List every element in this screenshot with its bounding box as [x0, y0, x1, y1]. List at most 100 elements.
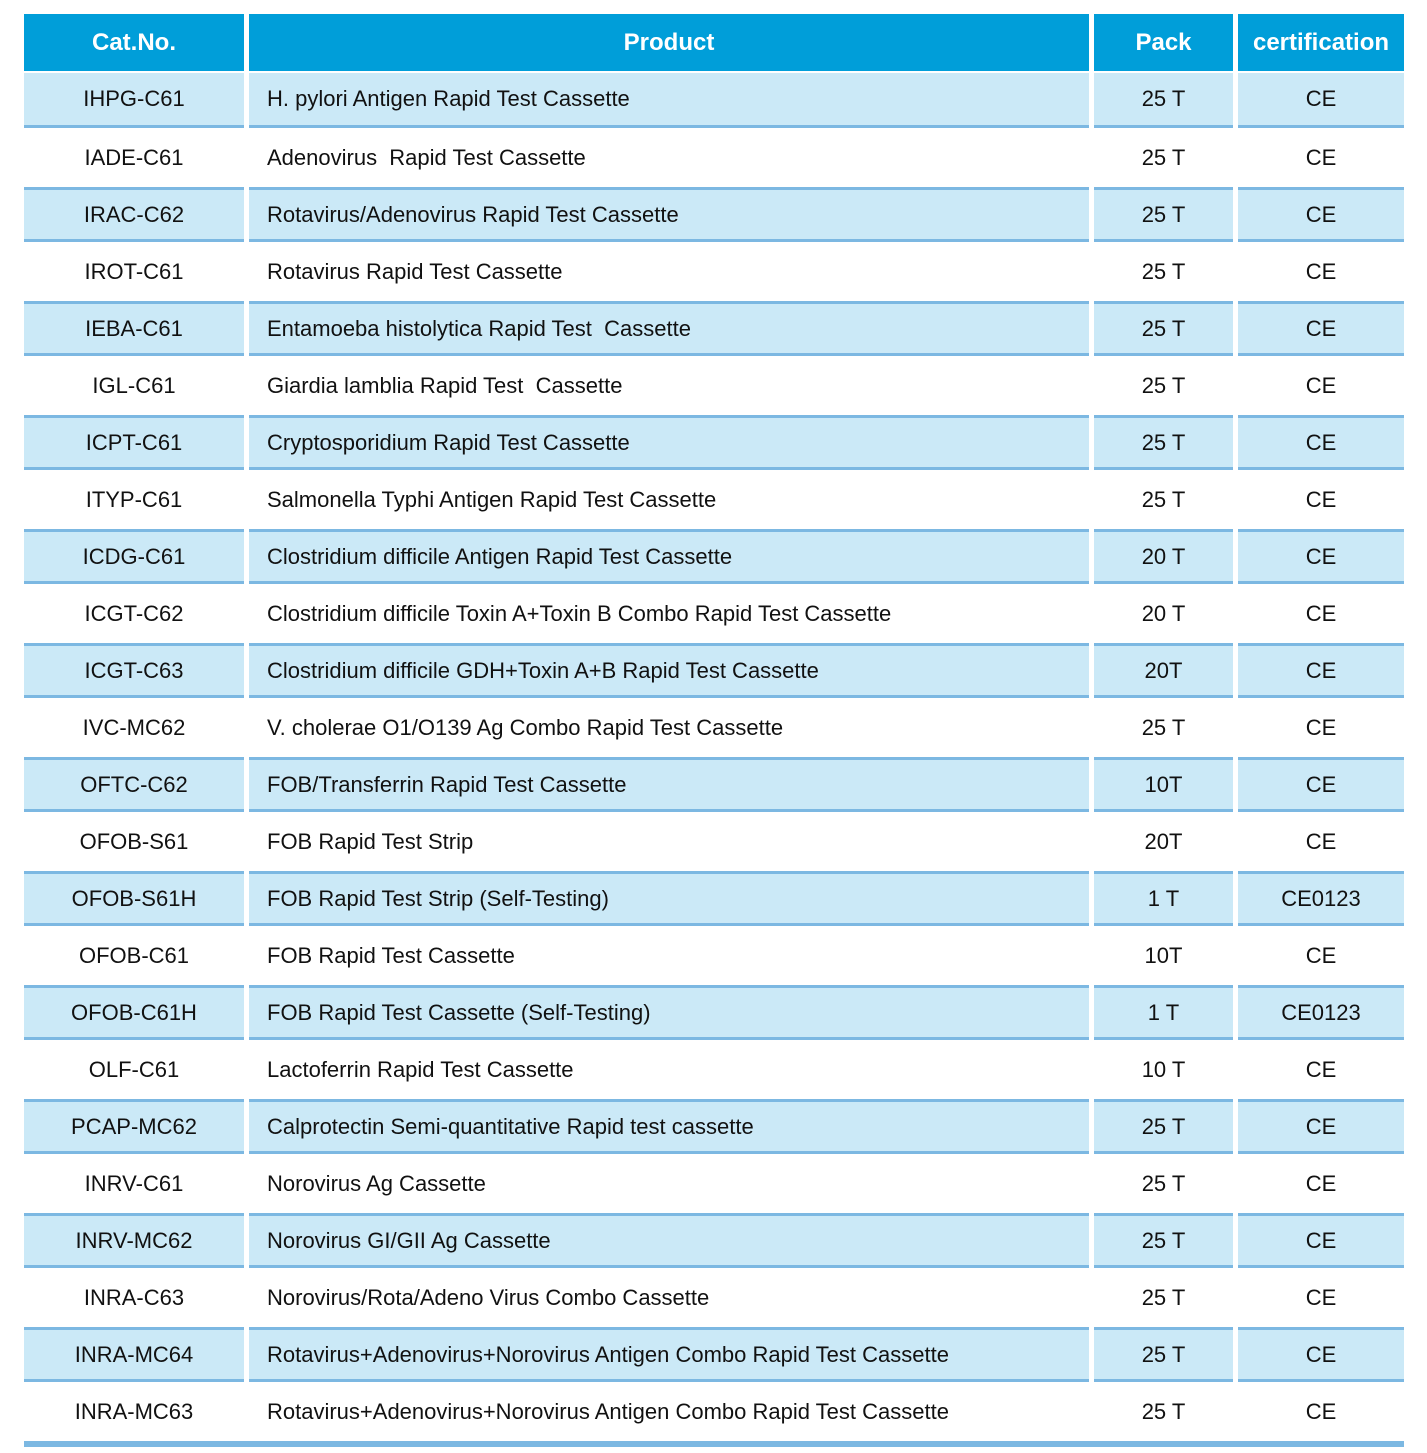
table-row: INRV-C61 Norovirus Ag Cassette 25 T CE: [24, 1156, 1404, 1211]
table-row: ITYP-C61 Salmonella Typhi Antigen Rapid T…: [24, 472, 1404, 527]
table-row: ICGT-C62 Clostridium difficile Toxin A+To…: [24, 586, 1404, 641]
product-cell: FOB Rapid Test Strip (Self-Testing): [249, 871, 1089, 926]
cat-no-cell: IROT-C61: [24, 244, 244, 299]
pack-cell: 25 T: [1094, 1156, 1233, 1211]
table-row: ICPT-C61 Cryptosporidium Rapid Test Casse…: [24, 415, 1404, 470]
pack-cell: 20T: [1094, 814, 1233, 869]
table-row: IVC-MC62 V. cholerae O1/O139 Ag Combo Rap…: [24, 700, 1404, 755]
table-row: OFOB-S61H FOB Rapid Test Strip (Self-Test…: [24, 871, 1404, 926]
table-row: OFOB-C61 FOB Rapid Test Cassette 10T CE: [24, 928, 1404, 983]
product-cell: Norovirus/Rota/Adeno Virus Combo Cassett…: [249, 1270, 1089, 1325]
pack-cell: 25 T: [1094, 700, 1233, 755]
product-cell: FOB Rapid Test Cassette (Self-Testing): [249, 985, 1089, 1040]
table-row: ICGT-C63 Clostridium difficile GDH+Toxin …: [24, 643, 1404, 698]
table-row: IRAC-C62 Rotavirus/Adenovirus Rapid Test …: [24, 187, 1404, 242]
cat-no-cell: OLF-C61: [24, 1042, 244, 1097]
product-cell: Cryptosporidium Rapid Test Cassette: [249, 415, 1089, 470]
certification-cell: CE: [1238, 1384, 1404, 1439]
table-row: INRA-C63 Norovirus/Rota/Adeno Virus Combo…: [24, 1270, 1404, 1325]
certification-cell: CE: [1238, 928, 1404, 983]
pack-cell: 25 T: [1094, 1213, 1233, 1268]
product-cell: Clostridium difficile Antigen Rapid Test…: [249, 529, 1089, 584]
certification-cell: CE: [1238, 244, 1404, 299]
certification-cell: CE: [1238, 586, 1404, 641]
pack-cell: 25 T: [1094, 187, 1233, 242]
table-row: IHPG-C61 H. pylori Antigen Rapid Test Cas…: [24, 73, 1404, 128]
column-header-pack: Pack: [1094, 14, 1233, 71]
pack-cell: 1 T: [1094, 871, 1233, 926]
product-catalog-table: Cat.No. Product Pack certification IHPG-…: [24, 14, 1404, 1447]
product-cell: FOB/Transferrin Rapid Test Cassette: [249, 757, 1089, 812]
certification-cell: CE: [1238, 1156, 1404, 1211]
certification-cell: CE: [1238, 358, 1404, 413]
cat-no-cell: OFOB-S61H: [24, 871, 244, 926]
table-bottom-border: [24, 1441, 1404, 1447]
certification-cell: CE0123: [1238, 871, 1404, 926]
pack-cell: 1 T: [1094, 985, 1233, 1040]
certification-cell: CE: [1238, 700, 1404, 755]
certification-cell: CE: [1238, 643, 1404, 698]
table-row: PCAP-MC62 Calprotectin Semi-quantitative …: [24, 1099, 1404, 1154]
product-cell: FOB Rapid Test Strip: [249, 814, 1089, 869]
pack-cell: 25 T: [1094, 1327, 1233, 1382]
cat-no-cell: OFOB-C61: [24, 928, 244, 983]
pack-cell: 10T: [1094, 928, 1233, 983]
product-cell: Salmonella Typhi Antigen Rapid Test Cass…: [249, 472, 1089, 527]
table-body: IHPG-C61 H. pylori Antigen Rapid Test Cas…: [24, 73, 1404, 1439]
product-cell: FOB Rapid Test Cassette: [249, 928, 1089, 983]
pack-cell: 25 T: [1094, 130, 1233, 185]
certification-cell: CE: [1238, 415, 1404, 470]
pack-cell: 25 T: [1094, 1270, 1233, 1325]
product-cell: Rotavirus/Adenovirus Rapid Test Cassette: [249, 187, 1089, 242]
table-row: INRA-MC64 Rotavirus+Adenovirus+Norovirus …: [24, 1327, 1404, 1382]
product-cell: Giardia lamblia Rapid Test Cassette: [249, 358, 1089, 413]
cat-no-cell: INRA-MC64: [24, 1327, 244, 1382]
cat-no-cell: IEBA-C61: [24, 301, 244, 356]
product-cell: Clostridium difficile Toxin A+Toxin B Co…: [249, 586, 1089, 641]
pack-cell: 25 T: [1094, 1099, 1233, 1154]
product-cell: Entamoeba histolytica Rapid Test Cassett…: [249, 301, 1089, 356]
certification-cell: CE0123: [1238, 985, 1404, 1040]
product-cell: Rotavirus Rapid Test Cassette: [249, 244, 1089, 299]
table-row: IROT-C61 Rotavirus Rapid Test Cassette 25 …: [24, 244, 1404, 299]
certification-cell: CE: [1238, 301, 1404, 356]
certification-cell: CE: [1238, 130, 1404, 185]
table-row: OFOB-C61H FOB Rapid Test Cassette (Self-T…: [24, 985, 1404, 1040]
certification-cell: CE: [1238, 73, 1404, 128]
cat-no-cell: IADE-C61: [24, 130, 244, 185]
pack-cell: 25 T: [1094, 358, 1233, 413]
product-cell: Adenovirus Rapid Test Cassette: [249, 130, 1089, 185]
product-cell: Calprotectin Semi-quantitative Rapid tes…: [249, 1099, 1089, 1154]
certification-cell: CE: [1238, 1213, 1404, 1268]
cat-no-cell: INRV-C61: [24, 1156, 244, 1211]
pack-cell: 10T: [1094, 757, 1233, 812]
certification-cell: CE: [1238, 472, 1404, 527]
cat-no-cell: PCAP-MC62: [24, 1099, 244, 1154]
cat-no-cell: IVC-MC62: [24, 700, 244, 755]
column-header-product: Product: [249, 14, 1089, 71]
certification-cell: CE: [1238, 1327, 1404, 1382]
cat-no-cell: ICGT-C62: [24, 586, 244, 641]
cat-no-cell: INRV-MC62: [24, 1213, 244, 1268]
cat-no-cell: ICPT-C61: [24, 415, 244, 470]
pack-cell: 25 T: [1094, 1384, 1233, 1439]
table-row: IGL-C61 Giardia lamblia Rapid Test Casset…: [24, 358, 1404, 413]
cat-no-cell: ICDG-C61: [24, 529, 244, 584]
pack-cell: 25 T: [1094, 244, 1233, 299]
table-row: OFOB-S61 FOB Rapid Test Strip 20T CE: [24, 814, 1404, 869]
table-row: OFTC-C62 FOB/Transferrin Rapid Test Casse…: [24, 757, 1404, 812]
certification-cell: CE: [1238, 1099, 1404, 1154]
pack-cell: 25 T: [1094, 301, 1233, 356]
product-cell: Rotavirus+Adenovirus+Norovirus Antigen C…: [249, 1327, 1089, 1382]
certification-cell: CE: [1238, 1042, 1404, 1097]
cat-no-cell: ITYP-C61: [24, 472, 244, 527]
pack-cell: 20T: [1094, 643, 1233, 698]
table-row: INRV-MC62 Norovirus GI/GII Ag Cassette 25 …: [24, 1213, 1404, 1268]
table-row: INRA-MC63 Rotavirus+Adenovirus+Norovirus …: [24, 1384, 1404, 1439]
product-cell: V. cholerae O1/O139 Ag Combo Rapid Test …: [249, 700, 1089, 755]
pack-cell: 20 T: [1094, 586, 1233, 641]
product-cell: Clostridium difficile GDH+Toxin A+B Rapi…: [249, 643, 1089, 698]
certification-cell: CE: [1238, 1270, 1404, 1325]
pack-cell: 20 T: [1094, 529, 1233, 584]
certification-cell: CE: [1238, 529, 1404, 584]
